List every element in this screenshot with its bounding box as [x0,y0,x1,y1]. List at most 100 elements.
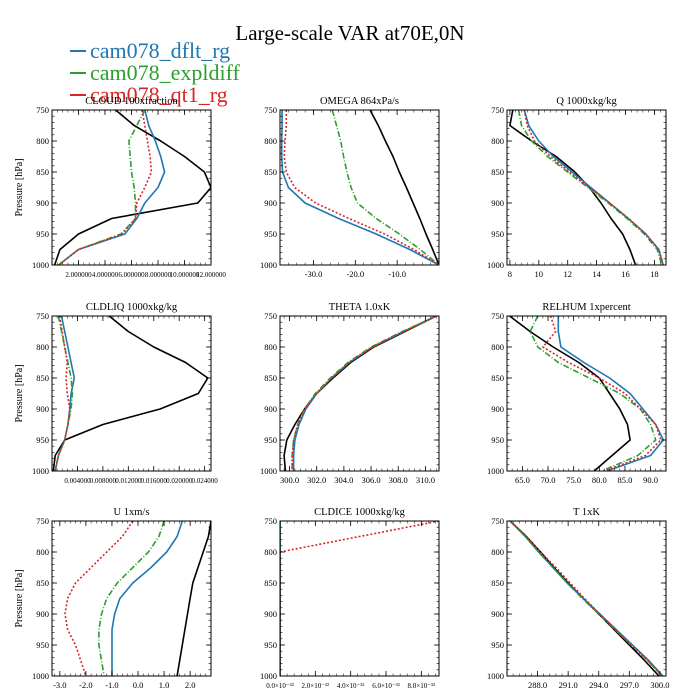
y-tick-label: 850 [264,373,277,383]
y-tick-label: 1000 [32,671,49,681]
x-tick-label: 0.012000 [115,477,142,485]
x-tick-label: 291.0 [559,680,578,690]
panel-title: CLOUD 100xfraction [85,96,178,107]
x-tick-label: 0.020000 [166,477,193,485]
series-line-cam078_expldiff [331,110,439,265]
plot-frame [279,109,440,266]
plot-frame [506,109,667,266]
y-tick-label: 750 [264,311,277,321]
x-tick-label: 300.0 [280,475,299,485]
series-line-cam078_qt1_rg [291,316,437,471]
series-line-cam078_qt1_rg [58,110,153,265]
y-tick-label: 850 [36,167,49,177]
x-tick-label: 0.016000 [141,477,168,485]
x-tick-label: 12.000000 [196,271,226,279]
plot-frame [506,315,667,472]
x-tick-label: 10 [535,269,544,279]
series-line-cam078_dflt_rg [523,110,664,265]
x-tick-label: -3.0 [53,680,66,690]
panel-title: RELHUM 1xpercent [542,302,630,313]
y-tick-label: 900 [36,609,49,619]
y-tick-label: 1000 [487,466,504,476]
y-tick-label: 950 [36,640,49,650]
panel-grid: CLOUD 100xfraction Pressure [hPa] 750 800 85… [14,96,669,690]
y-tick-label: 850 [491,373,504,383]
chart-panel: CLOUD 100xfraction Pressure [hPa] 750 800 85… [14,96,226,279]
x-tick-label: 8 [508,269,512,279]
plot-frame [279,520,440,677]
chart-panel: OMEGA 864xPa/s 750 800 850 900 950 1000 -30.0 -2… [260,96,440,279]
y-tick-label: 950 [36,435,49,445]
panel-title: U 1xm/s [114,507,150,518]
x-tick-label: 75.0 [566,475,581,485]
series-line-cam078_expldiff [517,110,663,265]
y-tick-label: 950 [264,229,277,239]
y-tick-label: 800 [264,547,277,557]
x-tick-label: 0.0×10⁻³² [266,682,294,690]
panel-title: Q 1000xkg/kg [556,96,617,107]
panel-title: CLDLIQ 1000xkg/kg [86,302,178,313]
panel-title: OMEGA 864xPa/s [320,96,399,107]
y-tick-label: 1000 [32,466,49,476]
series-line-cam078_qt1_rg [523,110,664,265]
series-line-obs [53,110,211,265]
x-tick-label: 8.0×10⁻³² [408,682,436,690]
chart-panel: CLDLIQ 1000xkg/kg Pressure [hPa] 750 800 850… [14,302,218,485]
x-tick-label: 1.0 [159,680,170,690]
series-line-obs [509,316,631,471]
series-line-obs [369,110,439,265]
series-line-cam078_dflt_rg [280,110,439,265]
plot-frame [51,109,212,266]
y-tick-label: 800 [264,342,277,352]
y-tick-label: 1000 [260,466,277,476]
y-tick-label: 1000 [260,671,277,681]
x-tick-label: 14 [592,269,601,279]
y-tick-label: 850 [264,578,277,588]
x-tick-label: -1.0 [105,680,118,690]
y-axis-label: Pressure [hPa] [14,158,25,216]
series-line-cam078_expldiff [54,316,74,471]
y-tick-label: 800 [491,136,504,146]
series-line-cam078_qt1_rg [542,316,662,471]
y-tick-label: 900 [491,198,504,208]
legend-label: cam078_qt1_rg [90,82,228,107]
y-tick-label: 950 [491,640,504,650]
y-tick-label: 750 [36,105,49,115]
series-line-cam078_expldiff [98,521,165,676]
x-tick-label: -10.0 [388,269,406,279]
chart-panel: T 1xK 750 800 850 900 950 1000 288.0 291.0 294.0 2… [487,507,669,690]
y-tick-label: 1000 [260,260,277,270]
y-tick-label: 750 [264,516,277,526]
series-line-cam078_qt1_rg [280,521,439,676]
y-tick-label: 800 [491,342,504,352]
series-line-obs [509,110,637,265]
series-line-cam078_dflt_rg [111,521,184,676]
y-axis-label: Pressure [hPa] [14,569,25,627]
y-tick-label: 850 [491,578,504,588]
series-line-cam078_qt1_rg [64,521,134,676]
x-tick-label: 85.0 [618,475,633,485]
plot-frame [506,520,667,677]
x-tick-label: 16 [621,269,630,279]
series-line-obs [283,316,437,471]
y-tick-label: 1000 [32,260,49,270]
plot-frame [51,315,212,472]
chart-panel: CLDICE 1000xkg/kg 750 800 850 900 950 10000.0×… [260,507,440,690]
y-axis-label: Pressure [hPa] [14,364,25,422]
y-tick-label: 750 [491,516,504,526]
figure-title: Large-scale VAR at70E,0N [235,21,464,45]
y-tick-label: 750 [36,516,49,526]
legend-label: cam078_dflt_rg [90,38,230,63]
series-line-cam078_dflt_rg [54,316,76,471]
x-tick-label: -20.0 [346,269,364,279]
y-tick-label: 850 [491,167,504,177]
chart-panel: U 1xm/s Pressure [hPa] 750 800 850 900 950 1000… [14,507,212,690]
y-tick-label: 800 [491,547,504,557]
x-tick-label: 306.0 [361,475,380,485]
x-tick-label: 300.0 [650,680,669,690]
y-tick-label: 950 [491,229,504,239]
y-tick-label: 900 [491,609,504,619]
x-tick-label: 4.000000 [92,271,119,279]
plot-frame [51,520,212,677]
